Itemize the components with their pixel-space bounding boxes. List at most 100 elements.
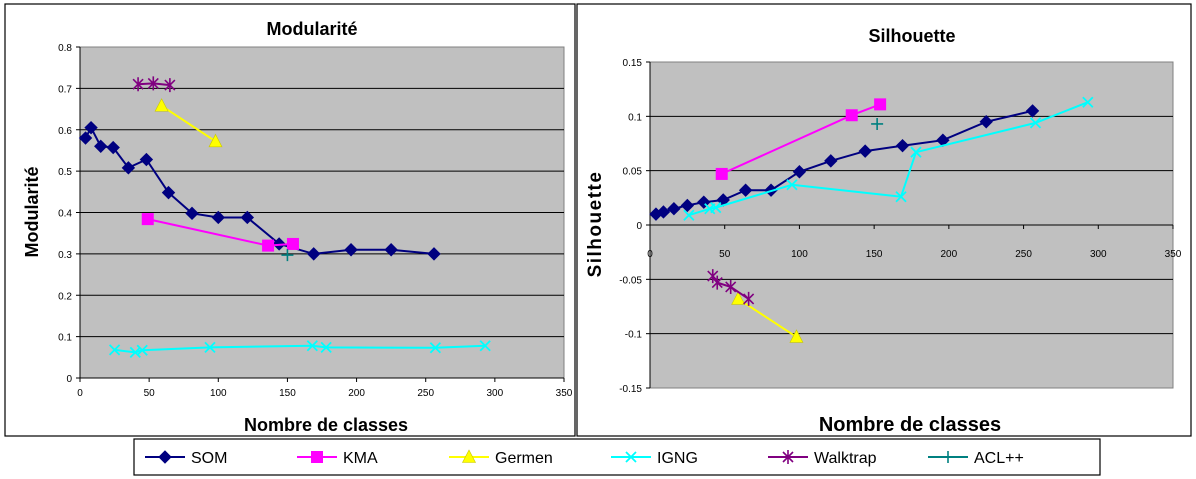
- modularite-series-acl: [281, 249, 294, 262]
- silhouette-x-tick-label: 350: [1165, 249, 1182, 260]
- modularite-series-som-point: [106, 140, 120, 155]
- legend-item-germen: Germen: [449, 449, 553, 467]
- modularite-series-igng-point: [204, 341, 216, 354]
- modularite-series-kma: [141, 213, 299, 252]
- modularite-series-som-point: [344, 243, 358, 257]
- modularite-series-walktrap-point: [147, 76, 159, 91]
- modularite-x-axis-label: Nombre de classes: [244, 415, 408, 435]
- silhouette-series-kma-point: [715, 167, 728, 180]
- legend-item-som-marker: [158, 450, 172, 464]
- modularite-y-tick-label: 0.8: [58, 43, 72, 54]
- modularite-x-tick-label: 0: [77, 388, 83, 399]
- modularite-series-som-point: [427, 247, 441, 261]
- modularite-series-som-point: [78, 131, 93, 145]
- silhouette-x-tick-label: 0: [647, 249, 653, 260]
- modularite-series-igng-point: [306, 340, 318, 352]
- modularite-series-walktrap-point: [164, 78, 176, 93]
- silhouette-x-tick-label: 300: [1090, 249, 1107, 260]
- silhouette-y-tick-label: -0.1: [625, 330, 643, 341]
- modularite-x-tick-label: 200: [348, 388, 365, 399]
- silhouette-y-axis-label: Silhouette: [585, 171, 606, 278]
- legend-item-acl-label: ACL++: [974, 450, 1024, 467]
- modularite-series-kma-point: [262, 239, 275, 252]
- silhouette-y-tick-label: 0.1: [628, 112, 642, 123]
- silhouette-series-som-point: [680, 198, 695, 213]
- silhouette-series-som-point: [792, 165, 807, 179]
- legend-item-kma: KMA: [297, 450, 378, 467]
- silhouette-series-walktrap-point: [743, 291, 755, 306]
- silhouette-series-som-point: [1025, 104, 1040, 118]
- modularite-tick-labels: 0 0.1 0.2 0.3 0.4 0.5 0.6 0.7 0.8 0 50 100 150 200 250…: [58, 43, 573, 399]
- silhouette-x-tick-label: 50: [719, 249, 731, 260]
- modularite-series-igng: [108, 340, 491, 358]
- silhouette-x-tick-label: 100: [791, 249, 808, 260]
- silhouette-series-acl: [871, 117, 884, 130]
- legend-item-walktrap: Walktrap: [768, 450, 877, 467]
- modularite-series-igng-point: [108, 344, 121, 356]
- modularite-y-tick-label: 0.4: [58, 209, 72, 220]
- modularite-y-tick-label: 0.3: [58, 250, 72, 261]
- legend-item-acl: ACL++: [928, 450, 1024, 467]
- silhouette-series-walktrap-point: [707, 269, 719, 284]
- modularite-series-som-point: [211, 210, 225, 225]
- legend: SOM KMA Germen IGNG Walktrap ACL++: [145, 449, 1024, 467]
- silhouette-series-som-point: [738, 183, 753, 197]
- modularite-series-som-point: [121, 161, 136, 175]
- silhouette-series-kma-point: [874, 98, 887, 111]
- silhouette-series-igng-point: [683, 209, 695, 221]
- silhouette-series-germen-point: [789, 329, 804, 343]
- modularite-chart-title: Modularité: [266, 19, 357, 39]
- modularite-series-walktrap-point: [132, 77, 144, 92]
- legend-item-som: SOM: [145, 450, 227, 467]
- legend-item-germen-marker: [462, 449, 476, 463]
- silhouette-series: [649, 96, 1094, 343]
- modularite-series-igng-point: [136, 344, 148, 356]
- modularite-x-tick-label: 50: [144, 388, 156, 399]
- modularite-series-kma-point: [141, 213, 154, 226]
- silhouette-y-tick-label: -0.05: [619, 275, 642, 286]
- legend-item-walktrap-marker: [782, 450, 794, 464]
- silhouette-series-kma: [715, 98, 887, 180]
- silhouette-series-acl-point: [871, 117, 884, 130]
- silhouette-series-som-point: [895, 138, 910, 153]
- silhouette-y-tick-label: 0: [636, 221, 642, 232]
- modularite-x-tick-label: 100: [210, 388, 227, 399]
- legend-item-kma-marker: [311, 451, 323, 463]
- silhouette-series-igng-point: [710, 201, 722, 214]
- legend-item-igng-label: IGNG: [657, 450, 698, 467]
- modularite-x-tick-label: 350: [556, 388, 573, 399]
- modularite-series-walktrap: [132, 76, 176, 93]
- legend-item-igng-marker: [625, 451, 637, 463]
- legend-item-acl-marker: [942, 451, 954, 463]
- modularite-series-igng-point: [129, 346, 141, 358]
- modularite-series-acl-point: [281, 249, 294, 262]
- modularite-y-tick-label: 0: [66, 374, 72, 385]
- modularite-series-som-point: [185, 206, 199, 221]
- modularite-x-tick-label: 300: [487, 388, 504, 399]
- silhouette-series-walktrap: [707, 269, 755, 306]
- silhouette-series-som-point: [979, 115, 993, 129]
- modularite-series: [78, 76, 491, 358]
- modularite-series-som-point: [84, 120, 98, 135]
- silhouette-tick-labels: -0.15 -0.1 -0.05 0 0.05 0.1 0.15 0 50 100 150 200 25…: [619, 58, 1182, 395]
- silhouette-x-tick-label: 150: [866, 249, 883, 260]
- modularite-y-tick-label: 0.7: [58, 84, 72, 95]
- silhouette-y-tick-label: -0.15: [619, 384, 642, 395]
- modularite-series-germen: [154, 98, 223, 148]
- silhouette-series-igng-point: [910, 146, 922, 158]
- legend-item-som-label: SOM: [191, 450, 227, 467]
- silhouette-y-tick-label: 0.05: [623, 167, 643, 178]
- silhouette-series-igng: [683, 96, 1094, 221]
- silhouette-series-igng-point: [895, 191, 907, 203]
- silhouette-x-axis-label: Nombre de classes: [819, 414, 1001, 436]
- modularite-x-tick-label: 150: [279, 388, 296, 399]
- silhouette-series-igng-point: [1082, 96, 1094, 108]
- silhouette-series-som-point: [858, 144, 872, 158]
- modularite-x-tick-label: 250: [417, 388, 434, 399]
- modularite-series-som-point: [306, 247, 321, 261]
- silhouette-series-som-point: [824, 154, 838, 168]
- modularite-series-germen-point: [208, 133, 223, 148]
- silhouette-series-walktrap-point: [711, 275, 723, 290]
- modularite-y-tick-label: 0.2: [58, 291, 72, 302]
